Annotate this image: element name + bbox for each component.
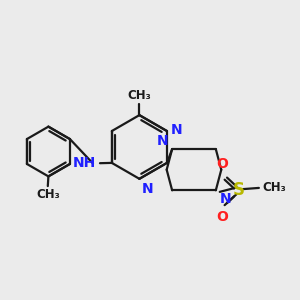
Text: N: N xyxy=(171,123,183,137)
Text: N: N xyxy=(142,182,153,197)
Text: N: N xyxy=(220,192,231,206)
Text: CH₃: CH₃ xyxy=(128,89,151,102)
Text: CH₃: CH₃ xyxy=(36,188,60,201)
Text: S: S xyxy=(232,181,244,199)
Text: O: O xyxy=(216,210,228,224)
Text: NH: NH xyxy=(73,157,96,170)
Text: N: N xyxy=(157,134,168,148)
Text: CH₃: CH₃ xyxy=(262,182,286,194)
Text: O: O xyxy=(216,157,228,171)
